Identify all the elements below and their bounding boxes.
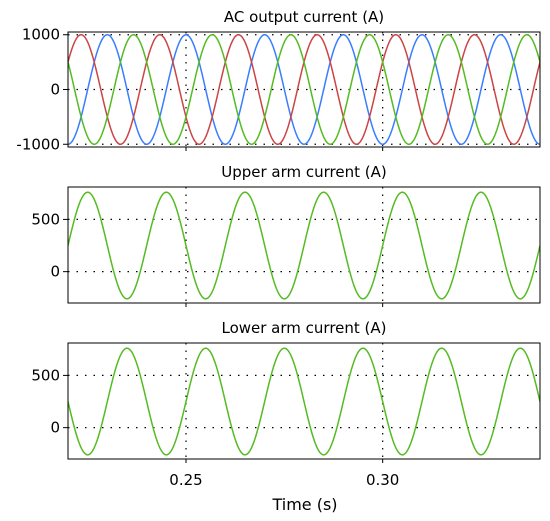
y-tick-label: 500 [31, 210, 60, 228]
chart-title: AC output current (A) [224, 8, 384, 26]
y-tick-label: 1000 [22, 26, 60, 44]
x-tick-label: 0.25 [169, 471, 202, 489]
chart-panel: Upper arm current (A) 500 0 [31, 163, 541, 307]
y-tick-label: 0 [50, 419, 60, 437]
data-series-line [68, 33, 540, 146]
y-tick-label: 500 [31, 366, 60, 384]
x-axis-tick-labels: 0.25 0.30 [169, 471, 399, 489]
x-axis-label: Time (s) [271, 495, 337, 514]
chart-panel: AC output current (A) 1000 0 -1000 [16, 8, 541, 153]
data-series-line [68, 33, 540, 146]
chart-title: Upper arm current (A) [221, 163, 387, 181]
plot-frame [67, 342, 541, 460]
y-tick-label: 0 [50, 263, 60, 281]
chart-panel: Lower arm current (A) 500 0 [31, 319, 541, 463]
chart-title: Lower arm current (A) [221, 319, 386, 337]
data-series-line [68, 191, 540, 300]
y-tick-label: -1000 [16, 135, 60, 153]
data-series-line [68, 347, 540, 456]
data-series-line [68, 33, 540, 146]
plot-frame [67, 186, 541, 304]
chart-panels: AC output current (A) 1000 0 -1000 Upper arm… [16, 8, 541, 463]
plot-frame [67, 31, 541, 148]
x-tick-label: 0.30 [366, 471, 399, 489]
y-tick-label: 0 [50, 81, 60, 99]
